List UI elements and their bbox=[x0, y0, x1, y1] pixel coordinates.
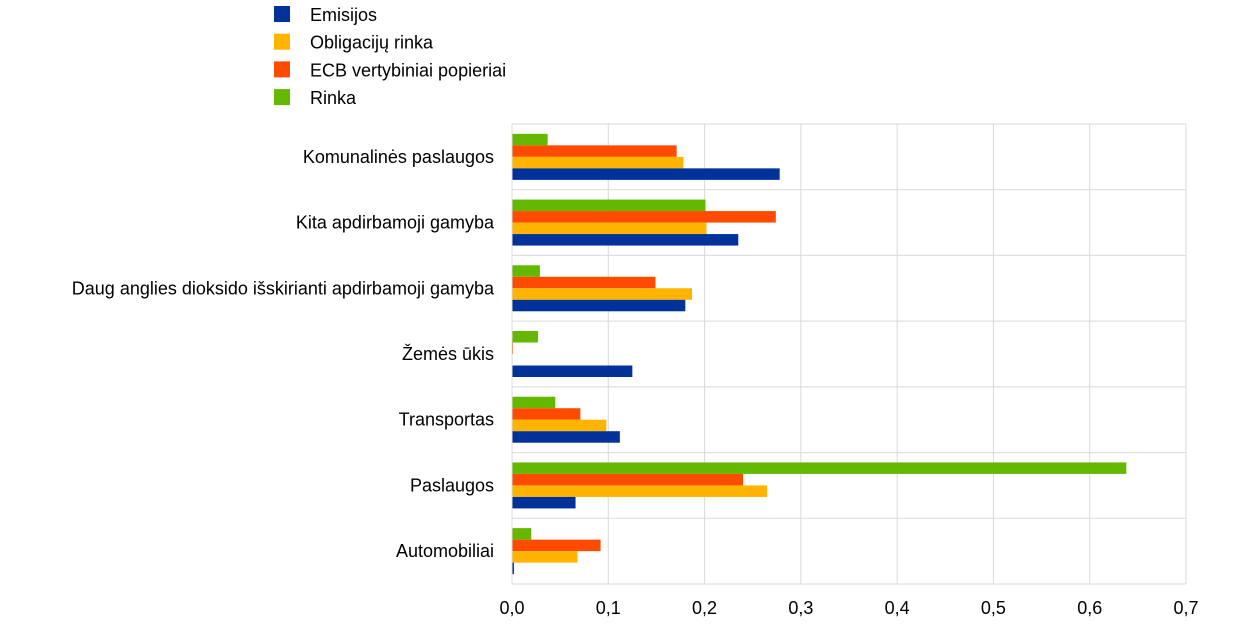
bar-rinka bbox=[512, 396, 556, 409]
bar-obligacij-rinka bbox=[512, 551, 578, 563]
bar-obligacij-rinka bbox=[512, 288, 693, 300]
category-label: Žemės ūkis bbox=[402, 344, 494, 364]
x-tick-label: 0,4 bbox=[885, 598, 910, 618]
legend-label: Obligacijų rinka bbox=[310, 33, 434, 53]
x-tick-label: 0,6 bbox=[1077, 598, 1102, 618]
category-label: Kita apdirbamoji gamyba bbox=[296, 213, 495, 233]
bar-ecb-vertybiniai-popieriai bbox=[512, 408, 581, 420]
legend-label: Emisijos bbox=[310, 5, 377, 25]
x-tick-label: 0,1 bbox=[596, 598, 621, 618]
category-label: Komunalinės paslaugos bbox=[303, 147, 494, 167]
legend-swatch bbox=[274, 61, 290, 78]
bar-rinka bbox=[512, 133, 548, 146]
legend-label: Rinka bbox=[310, 88, 357, 108]
bar-emisijos bbox=[512, 431, 620, 443]
bar-emisijos bbox=[512, 234, 739, 246]
bar-ecb-vertybiniai-popieriai bbox=[512, 539, 601, 552]
bar-emisijos bbox=[512, 496, 576, 509]
category-label: Transportas bbox=[399, 410, 494, 430]
bar-rinka bbox=[512, 331, 538, 343]
bar-obligacij-rinka bbox=[512, 222, 707, 235]
bar-obligacij-rinka bbox=[512, 156, 684, 169]
legend-label: ECB vertybiniai popieriai bbox=[310, 60, 506, 80]
bar-rinka bbox=[512, 265, 540, 277]
bar-ecb-vertybiniai-popieriai bbox=[512, 276, 656, 289]
bar-emisijos bbox=[512, 365, 633, 377]
bar-emisijos bbox=[512, 562, 514, 575]
x-tick-label: 0,3 bbox=[788, 598, 813, 618]
bar-obligacij-rinka bbox=[512, 485, 768, 497]
bar-ecb-vertybiniai-popieriai bbox=[512, 473, 744, 486]
x-tick-label: 0,5 bbox=[981, 598, 1006, 618]
x-tick-label: 0,7 bbox=[1173, 598, 1198, 618]
category-label: Automobiliai bbox=[396, 541, 494, 561]
legend-swatch bbox=[274, 33, 290, 50]
legend-swatch bbox=[274, 89, 290, 106]
bar-ecb-vertybiniai-popieriai bbox=[512, 211, 776, 223]
category-label: Paslaugos bbox=[410, 475, 494, 495]
bar-emisijos bbox=[512, 168, 780, 180]
bar-emisijos bbox=[512, 299, 686, 312]
legend-swatch bbox=[274, 6, 290, 22]
bar-rinka bbox=[512, 199, 706, 212]
bar-obligacij-rinka bbox=[512, 419, 607, 432]
category-label: Daug anglies dioksido išskirianti apdirb… bbox=[72, 278, 495, 298]
bar-rinka bbox=[512, 462, 1127, 474]
bar-ecb-vertybiniai-popieriai bbox=[512, 145, 677, 157]
x-tick-label: 0,2 bbox=[692, 598, 717, 618]
bar-rinka bbox=[512, 528, 532, 540]
x-tick-label: 0,0 bbox=[499, 598, 524, 618]
